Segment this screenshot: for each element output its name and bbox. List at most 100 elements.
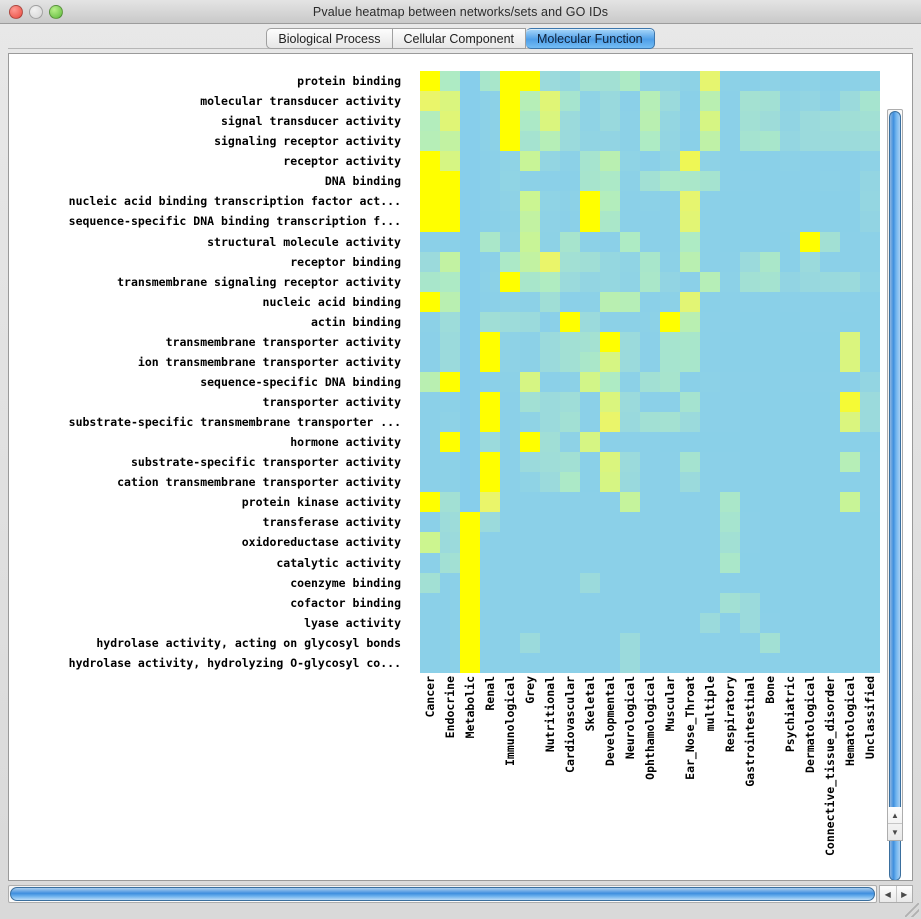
heatmap-cell[interactable] [580,111,600,132]
heatmap-cell[interactable] [760,251,780,272]
heatmap-cell[interactable] [640,371,660,392]
heatmap-cell[interactable] [520,251,540,272]
heatmap-cell[interactable] [480,191,500,212]
heatmap-cell[interactable] [740,131,760,152]
heatmap-cell[interactable] [720,472,740,493]
heatmap-cell[interactable] [700,432,720,453]
heatmap-cell[interactable] [420,412,440,433]
heatmap-cell[interactable] [420,572,440,593]
heatmap-cell[interactable] [440,231,460,252]
heatmap-cell[interactable] [500,612,520,633]
heatmap-cell[interactable] [700,592,720,613]
heatmap-cell[interactable] [760,412,780,433]
heatmap-cell[interactable] [700,612,720,633]
heatmap-cell[interactable] [860,512,880,533]
heatmap-cell[interactable] [520,111,540,132]
heatmap-cell[interactable] [480,231,500,252]
heatmap-cell[interactable] [500,652,520,673]
heatmap-cell[interactable] [420,91,440,112]
heatmap-cell[interactable] [420,612,440,633]
heatmap-cell[interactable] [760,311,780,332]
heatmap-cell[interactable] [740,492,760,513]
heatmap-cell[interactable] [700,151,720,172]
heatmap-cell[interactable] [540,91,560,112]
heatmap-cell[interactable] [820,432,840,453]
heatmap-cell[interactable] [740,612,760,633]
heatmap-cell[interactable] [820,251,840,272]
heatmap-cell[interactable] [820,512,840,533]
heatmap-cell[interactable] [440,291,460,312]
heatmap-cell[interactable] [680,612,700,633]
heatmap-cell[interactable] [440,412,460,433]
heatmap-cell[interactable] [760,351,780,372]
heatmap-cell[interactable] [500,492,520,513]
heatmap-cell[interactable] [800,231,820,252]
heatmap-cell[interactable] [560,412,580,433]
heatmap-cell[interactable] [740,512,760,533]
vertical-scrollbar[interactable] [887,109,903,880]
heatmap-cell[interactable] [480,512,500,533]
heatmap-cell[interactable] [580,211,600,232]
heatmap-cell[interactable] [800,191,820,212]
heatmap-cell[interactable] [620,492,640,513]
heatmap-cell[interactable] [820,552,840,573]
heatmap-cell[interactable] [860,392,880,413]
heatmap-cell[interactable] [840,191,860,212]
heatmap-cell[interactable] [660,311,680,332]
heatmap-cell[interactable] [800,371,820,392]
heatmap-cell[interactable] [580,612,600,633]
heatmap-cell[interactable] [740,652,760,673]
heatmap-cell[interactable] [600,191,620,212]
heatmap-cell[interactable] [760,612,780,633]
heatmap-cell[interactable] [600,512,620,533]
heatmap-cell[interactable] [860,291,880,312]
heatmap-cell[interactable] [520,151,540,172]
heatmap-cell[interactable] [420,632,440,653]
heatmap-cell[interactable] [640,432,660,453]
heatmap-cell[interactable] [720,392,740,413]
heatmap-cell[interactable] [440,271,460,292]
heatmap-cell[interactable] [500,412,520,433]
heatmap-cell[interactable] [840,512,860,533]
heatmap-cell[interactable] [460,592,480,613]
heatmap-cell[interactable] [800,652,820,673]
heatmap-cell[interactable] [640,231,660,252]
heatmap-cell[interactable] [780,652,800,673]
heatmap-cell[interactable] [700,652,720,673]
heatmap-cell[interactable] [520,452,540,473]
heatmap-cell[interactable] [540,612,560,633]
heatmap-cell[interactable] [480,311,500,332]
heatmap-cell[interactable] [720,151,740,172]
heatmap-cell[interactable] [640,291,660,312]
heatmap-cell[interactable] [580,231,600,252]
heatmap-cell[interactable] [560,111,580,132]
heatmap-cell[interactable] [540,231,560,252]
heatmap-cell[interactable] [780,271,800,292]
heatmap-cell[interactable] [800,492,820,513]
heatmap-cell[interactable] [560,572,580,593]
heatmap-cell[interactable] [800,251,820,272]
heatmap-cell[interactable] [480,371,500,392]
heatmap-cell[interactable] [640,131,660,152]
heatmap-cell[interactable] [800,572,820,593]
heatmap-cell[interactable] [700,392,720,413]
heatmap-cell[interactable] [480,251,500,272]
heatmap-cell[interactable] [600,251,620,272]
heatmap-cell[interactable] [640,211,660,232]
heatmap-cell[interactable] [800,331,820,352]
heatmap-cell[interactable] [780,291,800,312]
heatmap-cell[interactable] [580,392,600,413]
heatmap-cell[interactable] [820,412,840,433]
heatmap-cell[interactable] [420,592,440,613]
heatmap-cell[interactable] [660,151,680,172]
heatmap-cell[interactable] [620,532,640,553]
heatmap-cell[interactable] [520,351,540,372]
heatmap-cell[interactable] [780,311,800,332]
heatmap-cell[interactable] [840,311,860,332]
heatmap-cell[interactable] [820,151,840,172]
heatmap-cell[interactable] [460,452,480,473]
heatmap-cell[interactable] [840,532,860,553]
heatmap-cell[interactable] [740,331,760,352]
tab-biological-process[interactable]: Biological Process [266,28,393,49]
heatmap-cell[interactable] [820,452,840,473]
